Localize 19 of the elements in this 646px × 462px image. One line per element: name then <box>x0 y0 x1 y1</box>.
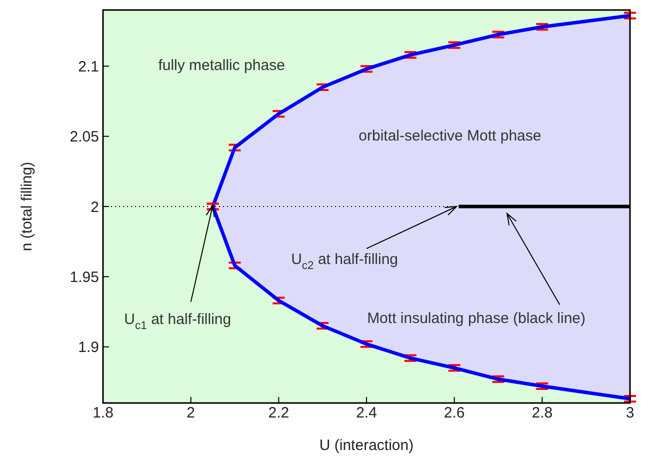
y-tick-label: 2 <box>90 198 99 216</box>
x-axis-title: U (interaction) <box>319 437 414 454</box>
annotation: U$_{c2}$ at half-filling <box>291 250 398 272</box>
annotation: U$_{c1}$ at half-filling <box>124 311 232 332</box>
x-tick-label: 2.6 <box>444 404 465 422</box>
y-axis-title: n (total filling) <box>18 162 36 252</box>
annotation: Mott insulating phase (black line) <box>367 310 586 327</box>
y-tick-label: 1.95 <box>70 269 99 286</box>
x-tick-label: 2.2 <box>268 404 290 422</box>
x-tick-label: 1.8 <box>92 404 114 422</box>
x-tick-label: 2 <box>186 404 196 422</box>
x-tick-label: 2.8 <box>532 404 553 422</box>
y-tick-label: 1.9 <box>78 339 99 356</box>
y-tick-label: 2.1 <box>78 58 99 76</box>
x-tick-label: 3 <box>626 404 634 422</box>
annotation: orbital-selective Mott phase <box>358 127 542 144</box>
y-tick-label: 2.05 <box>70 128 99 146</box>
annotation: fully metallic phase <box>158 57 285 74</box>
x-tick-label: 2.4 <box>356 404 377 422</box>
